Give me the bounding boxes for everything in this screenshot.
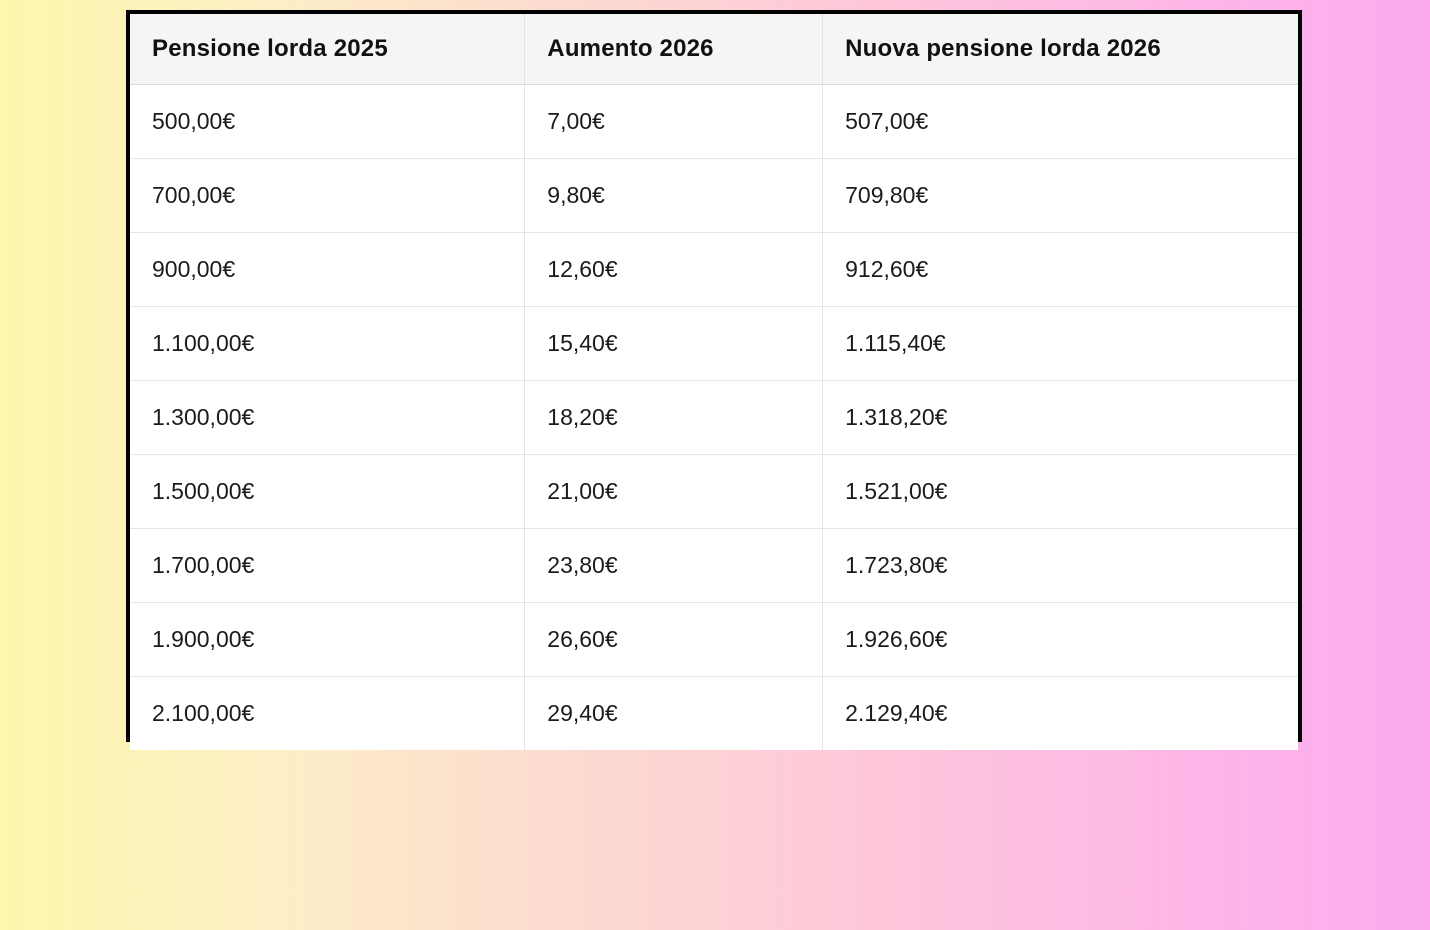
table-cell: 507,00€ <box>822 84 1298 159</box>
table-cell: 23,80€ <box>524 528 824 603</box>
table-row: 1.500,00€ 21,00€ 1.521,00€ <box>130 454 1298 529</box>
table-cell: 12,60€ <box>524 232 824 307</box>
table-cell: 900,00€ <box>130 232 526 307</box>
table-row: 500,00€ 7,00€ 507,00€ <box>130 84 1298 159</box>
table-cell: 2.129,40€ <box>822 676 1298 750</box>
table-row: 1.700,00€ 23,80€ 1.723,80€ <box>130 528 1298 603</box>
table-row: 2.100,00€ 29,40€ 2.129,40€ <box>130 676 1298 750</box>
table-cell: 500,00€ <box>130 84 526 159</box>
pension-table: Pensione lorda 2025 Aumento 2026 Nuova p… <box>130 14 1298 750</box>
table-cell: 1.115,40€ <box>822 306 1298 381</box>
table-cell: 2.100,00€ <box>130 676 526 750</box>
table-cell: 29,40€ <box>524 676 824 750</box>
table-row: 1.300,00€ 18,20€ 1.318,20€ <box>130 380 1298 455</box>
table-cell: 26,60€ <box>524 602 824 677</box>
table-cell: 1.521,00€ <box>822 454 1298 529</box>
table-cell: 709,80€ <box>822 158 1298 233</box>
table-cell: 18,20€ <box>524 380 824 455</box>
column-header-pensione-lorda-2025: Pensione lorda 2025 <box>130 14 526 85</box>
table-cell: 1.723,80€ <box>822 528 1298 603</box>
table-row: 1.900,00€ 26,60€ 1.926,60€ <box>130 602 1298 677</box>
table-row: 900,00€ 12,60€ 912,60€ <box>130 232 1298 307</box>
table-cell: 700,00€ <box>130 158 526 233</box>
table-cell: 1.100,00€ <box>130 306 526 381</box>
table-cell: 7,00€ <box>524 84 824 159</box>
table-cell: 1.300,00€ <box>130 380 526 455</box>
table-header-row: Pensione lorda 2025 Aumento 2026 Nuova p… <box>130 14 1298 85</box>
table-cell: 15,40€ <box>524 306 824 381</box>
column-header-aumento-2026: Aumento 2026 <box>524 14 824 85</box>
table-row: 700,00€ 9,80€ 709,80€ <box>130 158 1298 233</box>
table-cell: 1.700,00€ <box>130 528 526 603</box>
table-cell: 1.926,60€ <box>822 602 1298 677</box>
table-cell: 9,80€ <box>524 158 824 233</box>
pension-table-frame: Pensione lorda 2025 Aumento 2026 Nuova p… <box>126 10 1302 750</box>
table-cell: 1.900,00€ <box>130 602 526 677</box>
table-cell: 1.318,20€ <box>822 380 1298 455</box>
table-cell: 912,60€ <box>822 232 1298 307</box>
table-cell: 21,00€ <box>524 454 824 529</box>
column-header-nuova-pensione-lorda-2026: Nuova pensione lorda 2026 <box>822 14 1298 85</box>
table-cell: 1.500,00€ <box>130 454 526 529</box>
table-row: 1.100,00€ 15,40€ 1.115,40€ <box>130 306 1298 381</box>
